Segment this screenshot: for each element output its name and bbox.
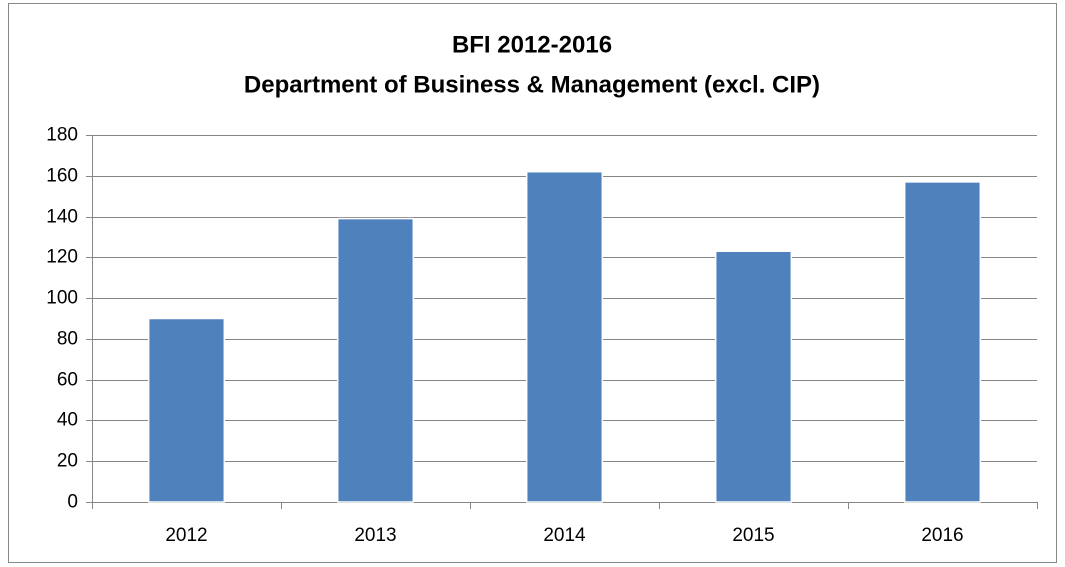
y-tick-label: 100 xyxy=(46,288,78,309)
y-tick-label: 40 xyxy=(57,410,78,431)
y-tick-label: 60 xyxy=(57,370,78,391)
y-tick-label: 20 xyxy=(57,451,78,472)
chart-subtitle: Department of Business & Management (exc… xyxy=(244,71,820,98)
bar xyxy=(714,250,793,503)
x-tick-label: 2015 xyxy=(732,525,774,546)
y-tick-label: 180 xyxy=(46,125,78,146)
y-tick-label: 80 xyxy=(57,329,78,350)
chart-title: BFI 2012-2016 xyxy=(452,31,612,58)
x-tick-label: 2013 xyxy=(354,525,396,546)
bar xyxy=(903,181,982,503)
y-tick-label: 140 xyxy=(46,207,78,228)
bar xyxy=(336,217,415,503)
y-tick-label: 0 xyxy=(67,492,78,513)
y-tick-label: 120 xyxy=(46,247,78,268)
x-tick-label: 2014 xyxy=(543,525,586,546)
bar xyxy=(147,317,226,503)
x-tick-label: 2016 xyxy=(921,525,963,546)
x-tick-label: 2012 xyxy=(165,525,207,546)
y-tick-label: 160 xyxy=(46,166,78,187)
bar xyxy=(525,170,604,503)
